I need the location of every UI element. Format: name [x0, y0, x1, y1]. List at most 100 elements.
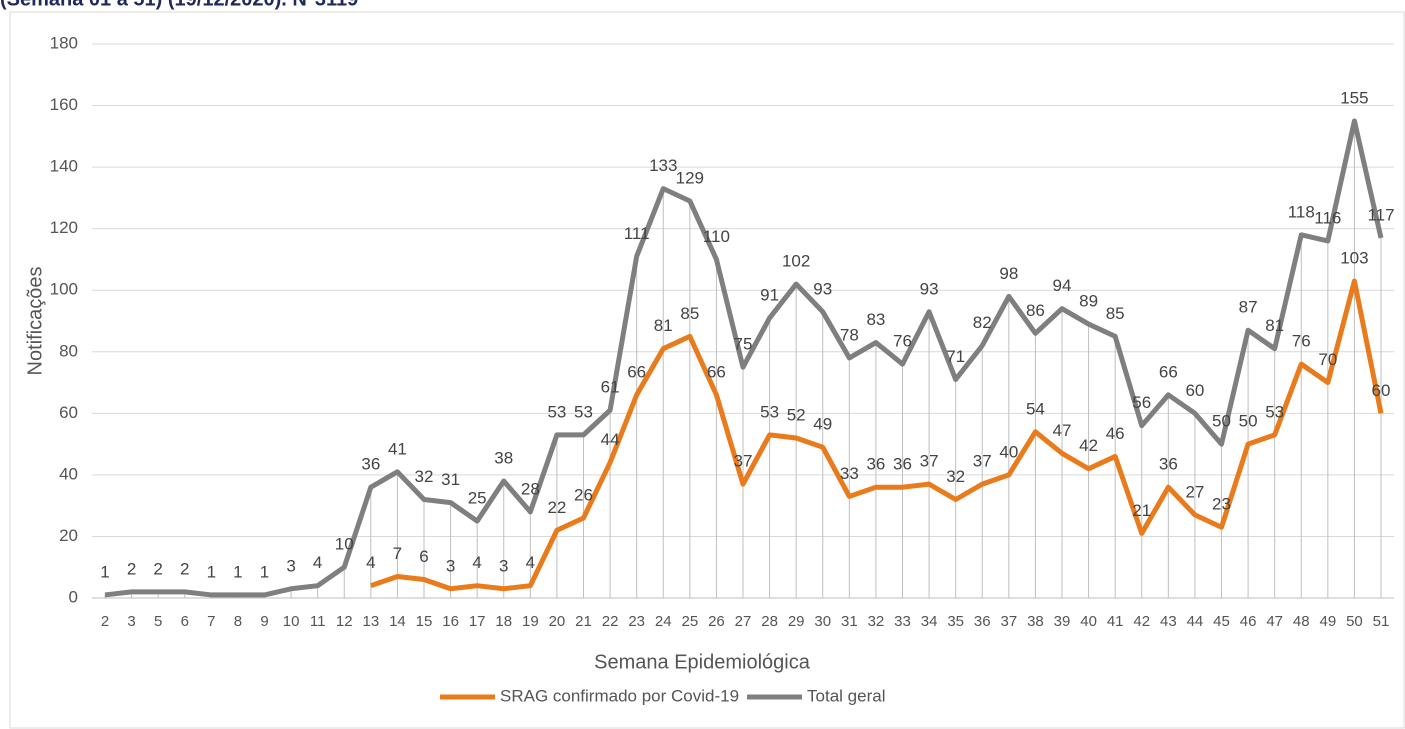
x-tick-label: 39	[1054, 613, 1071, 630]
x-tick-label: 5	[154, 613, 162, 630]
x-tick-label: 10	[283, 613, 300, 630]
x-axis-label: Semana Epidemiológica	[594, 651, 811, 673]
y-tick-label: 180	[50, 33, 78, 52]
x-tick-label: 11	[310, 613, 326, 630]
data-label: 50	[1239, 412, 1258, 431]
data-label: 53	[574, 402, 593, 421]
data-label: 53	[1265, 402, 1284, 421]
x-tick-label: 23	[628, 613, 645, 630]
series-line	[370, 278, 1384, 592]
x-tick-label: 45	[1213, 613, 1230, 630]
x-tick-label: 36	[974, 613, 991, 630]
x-tick-label: 29	[788, 613, 805, 630]
x-tick-label: 43	[1160, 613, 1177, 630]
chart-frame	[9, 11, 1405, 729]
y-tick-label: 60	[59, 403, 78, 422]
data-label: 21	[1132, 501, 1151, 520]
data-label: 82	[973, 313, 992, 332]
x-tick-label: 7	[207, 613, 215, 630]
data-label: 85	[680, 304, 699, 323]
data-label: 23	[1212, 495, 1231, 514]
x-tick-label: 16	[442, 613, 459, 630]
x-tick-label: 46	[1240, 613, 1257, 630]
data-label: 47	[1053, 421, 1072, 440]
x-tick-label: 33	[894, 613, 911, 630]
data-label: 1	[100, 562, 109, 581]
x-tick-label: 41	[1107, 613, 1124, 630]
data-label: 1	[233, 562, 242, 581]
x-tick-label: 50	[1346, 613, 1363, 630]
x-tick-label: 48	[1293, 613, 1310, 630]
data-label: 66	[707, 362, 726, 381]
data-label: 31	[441, 470, 460, 489]
data-label: 3	[446, 556, 455, 575]
data-label: 66	[1159, 362, 1178, 381]
data-label: 36	[866, 455, 885, 474]
data-label: 53	[760, 402, 779, 421]
x-tick-label: 26	[708, 613, 725, 630]
data-label: 37	[973, 452, 992, 471]
x-tick-label: 6	[181, 613, 189, 630]
data-label: 32	[415, 467, 434, 486]
data-label: 83	[866, 310, 885, 329]
data-label: 1	[260, 562, 269, 581]
data-label: 10	[335, 535, 354, 554]
data-label: 129	[676, 168, 704, 187]
y-tick-label: 0	[69, 587, 78, 606]
data-label: 49	[813, 415, 832, 434]
data-label: 37	[734, 452, 753, 471]
x-tick-label: 8	[234, 613, 242, 630]
data-label: 133	[649, 156, 677, 175]
data-label: 22	[547, 498, 566, 517]
x-tick-label: 2	[101, 613, 109, 630]
chart-title: (Semana 01 a 51) (19/12/2020). N°3119	[0, 0, 358, 10]
x-tick-label: 28	[761, 613, 778, 630]
data-label: 3	[286, 556, 295, 575]
data-label: 70	[1318, 350, 1337, 369]
data-label: 87	[1239, 298, 1258, 317]
x-tick-label: 24	[655, 613, 672, 630]
data-label: 155	[1340, 88, 1368, 107]
x-tick-label: 27	[735, 613, 752, 630]
data-label: 93	[920, 279, 939, 298]
data-label: 6	[419, 547, 428, 566]
data-label: 85	[1106, 304, 1125, 323]
data-label: 110	[703, 227, 730, 246]
x-tick-label: 18	[495, 613, 512, 630]
data-label: 41	[388, 439, 407, 458]
data-label: 32	[946, 467, 965, 486]
data-label: 4	[366, 553, 375, 572]
data-label: 60	[1185, 381, 1204, 400]
data-label: 98	[999, 264, 1018, 283]
data-label: 75	[734, 335, 753, 354]
x-tick-label: 47	[1266, 613, 1283, 630]
data-label: 93	[813, 279, 832, 298]
data-label: 50	[1212, 412, 1231, 431]
data-label: 53	[547, 402, 566, 421]
x-tick-label: 21	[575, 613, 592, 630]
data-label: 52	[787, 405, 806, 424]
data-label: 36	[1159, 455, 1178, 474]
data-label: 7	[393, 544, 402, 563]
data-label: 38	[494, 449, 513, 468]
x-tick-label: 19	[522, 613, 539, 630]
data-label: 116	[1314, 208, 1341, 227]
data-label: 76	[1292, 332, 1311, 351]
data-label: 4	[472, 553, 481, 572]
data-label: 103	[1340, 248, 1368, 267]
data-label: 2	[127, 559, 136, 578]
x-tick-label: 20	[549, 613, 566, 630]
x-tick-label: 31	[841, 613, 858, 630]
data-label: 117	[1367, 205, 1394, 224]
data-label: 37	[920, 452, 939, 471]
x-tick-label: 42	[1133, 613, 1150, 630]
x-tick-label: 49	[1319, 613, 1336, 630]
y-tick-label: 160	[50, 95, 78, 114]
x-tick-label: 44	[1187, 613, 1204, 630]
x-tick-label: 3	[127, 613, 135, 630]
data-label: 1	[207, 562, 216, 581]
x-tick-label: 25	[681, 613, 698, 630]
data-label: 26	[574, 485, 593, 504]
data-label: 44	[601, 430, 620, 449]
